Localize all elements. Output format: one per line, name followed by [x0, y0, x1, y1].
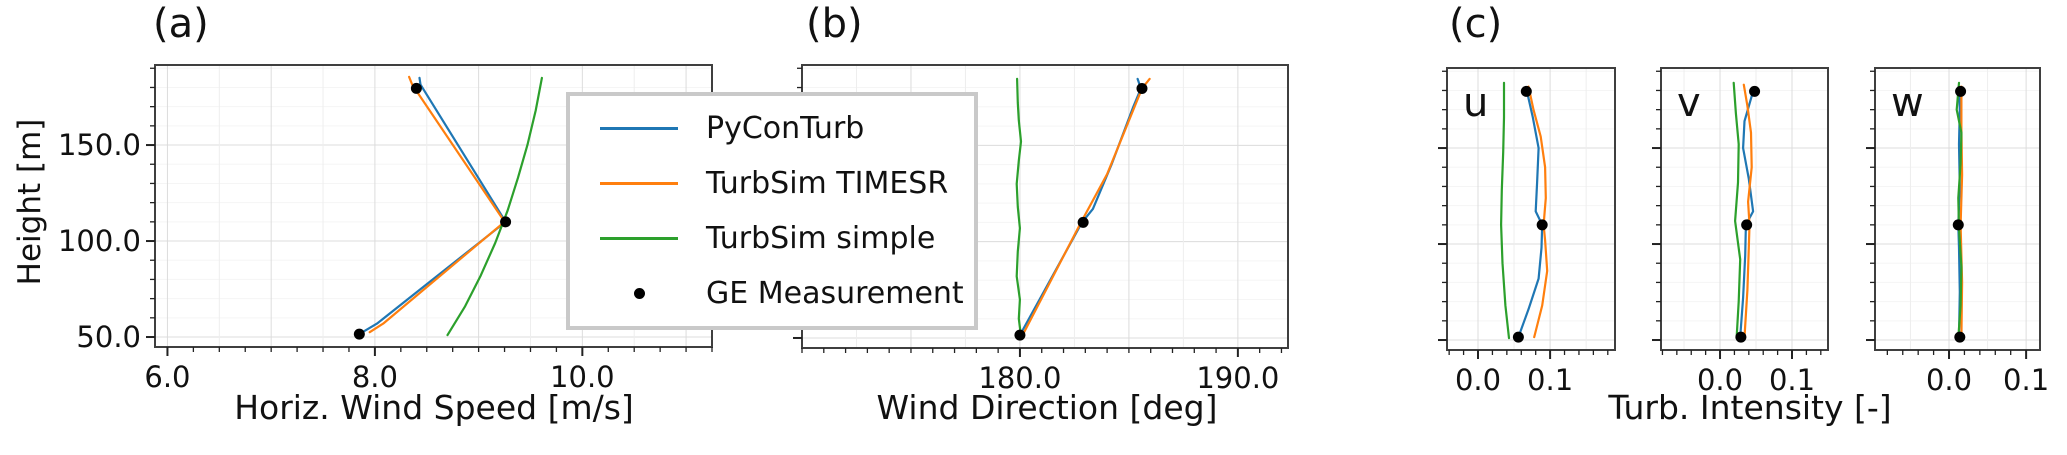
- measurement-dot: [410, 82, 422, 94]
- measurement-dot: [1955, 85, 1967, 97]
- series-line-pyconturb: [1739, 87, 1755, 339]
- series-group: [1500, 81, 1549, 343]
- x-tick-label: 6.0: [144, 360, 190, 394]
- series-line-turbsim-simple: [1732, 81, 1742, 340]
- series-group: [1952, 81, 1967, 343]
- measurement-dot: [1136, 83, 1148, 95]
- series-line-pyconturb: [1517, 87, 1544, 339]
- series-line-turbsim-simple: [1500, 81, 1511, 340]
- measurement-dot: [1952, 219, 1964, 231]
- panel-spines: [1660, 67, 1829, 351]
- panel-a-title: (a): [153, 1, 209, 47]
- x-tick-label: 0.1: [2003, 363, 2049, 397]
- series-line-turbsim-timesr: [1742, 83, 1753, 339]
- measurement-dot: [1520, 85, 1532, 97]
- x-tick-label: 8.0: [352, 360, 398, 394]
- measurement-dot: [1536, 219, 1548, 231]
- panel-c-title: (c): [1449, 1, 1503, 47]
- series-line-turbsim-simple: [446, 76, 543, 337]
- series-line-pyconturb: [1018, 77, 1142, 337]
- measurement-dot: [1077, 216, 1089, 228]
- x-tick-label: 10.0: [550, 360, 615, 394]
- panel-spines: [1874, 67, 2041, 351]
- x-tick-label: 0.0: [1455, 363, 1501, 397]
- turbsim-simple-line-sample: [600, 236, 678, 240]
- panel-b-title: (b): [806, 1, 863, 47]
- legend: PyConTurb TurbSim TIMESR TurbSim simple …: [566, 92, 978, 330]
- x-axis-label-turb-intensity: Turb. Intensity [-]: [1608, 388, 1892, 427]
- measurement-dot: [353, 328, 365, 340]
- series-line-turbsim-timesr: [1527, 85, 1549, 339]
- plot-panel-v: 0.0 0.1 v: [1652, 67, 1829, 397]
- plot-panel-w: 0.0 0.1 w: [1866, 67, 2049, 397]
- series-line-turbsim-timesr: [368, 75, 506, 334]
- measurement-dot: [1749, 85, 1761, 97]
- plot-panel-b: 180.0 190.0: [793, 64, 1289, 395]
- legend-item-pyconturb: PyConTurb: [570, 103, 974, 155]
- legend-label: TurbSim simple: [706, 220, 936, 256]
- ge-measurement-dot-sample: [600, 287, 678, 299]
- x-tick-label: 0.1: [1769, 363, 1815, 397]
- measurement-dot: [1741, 219, 1753, 231]
- measurement-dot: [1735, 331, 1747, 343]
- series-group: [1014, 77, 1151, 341]
- x-tick-label: 190.0: [1196, 361, 1279, 395]
- x-tick-label: 0.0: [1697, 363, 1743, 397]
- measurement-dot: [1512, 331, 1524, 343]
- subpanel-letter: v: [1677, 80, 1701, 126]
- plot-panel-u: 0.0 0.1 u: [1438, 67, 1616, 397]
- legend-label: PyConTurb: [706, 111, 865, 147]
- x-tick-label: 0.0: [1926, 363, 1972, 397]
- y-tick-label: 100.0: [58, 224, 141, 258]
- x-tick-label: 180.0: [978, 361, 1061, 395]
- subpanel-letter: w: [1891, 80, 1924, 126]
- series-line-turbsim-timesr: [1021, 77, 1151, 337]
- panel-spines: [1446, 67, 1616, 351]
- legend-item-ge-measurement: GE Measurement: [570, 267, 974, 319]
- subpanel-letter: u: [1463, 80, 1488, 126]
- pyconturb-line-sample: [600, 127, 678, 131]
- plot-panel-a: 6.0 8.0 10.0 50.0 100.0 150.0: [58, 64, 713, 394]
- series-group: [1732, 81, 1761, 343]
- series-group: [353, 75, 543, 340]
- measurement-dot: [1954, 331, 1966, 343]
- series-line-turbsim-simple: [1955, 81, 1963, 340]
- y-tick-label: 150.0: [58, 128, 141, 162]
- legend-item-turbsim-simple: TurbSim simple: [570, 212, 974, 264]
- measurement-dot: [1014, 329, 1026, 341]
- legend-label: GE Measurement: [706, 275, 964, 311]
- measurement-dot: [500, 216, 512, 228]
- turbsim-timesr-line-sample: [600, 182, 678, 186]
- x-tick-label: 0.1: [1527, 363, 1573, 397]
- series-line-turbsim-simple: [1015, 77, 1023, 338]
- y-axis-label: Height [m]: [12, 118, 48, 286]
- legend-label: TurbSim TIMESR: [706, 166, 949, 202]
- legend-item-turbsim-timesr: TurbSim TIMESR: [570, 158, 974, 210]
- x-axis-label-wind-speed: Horiz. Wind Speed [m/s]: [234, 388, 634, 427]
- y-tick-label: 50.0: [76, 320, 141, 354]
- x-axis-label-wind-direction: Wind Direction [deg]: [876, 388, 1218, 427]
